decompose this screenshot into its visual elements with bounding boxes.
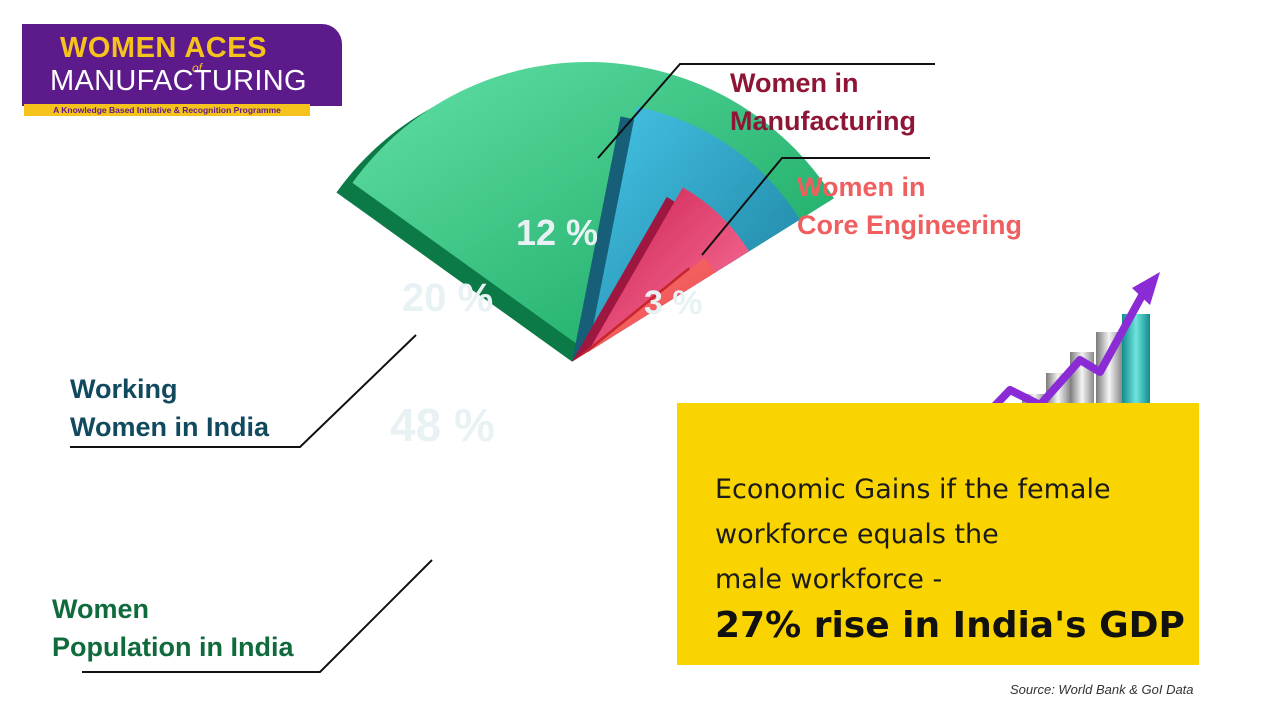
label-women-in-manufacturing: Women in Manufacturing (730, 64, 916, 140)
label-line: Women (52, 594, 150, 624)
label-line: Women in (730, 68, 859, 98)
leader-line-women-population (82, 559, 433, 673)
leader-line-core-engineering (701, 157, 930, 256)
value-label-women-core-engineering: 3 % (644, 284, 703, 322)
source-note: Source: World Bank & GoI Data (1010, 682, 1194, 697)
economic-gains-text: Economic Gains if the female workforce e… (715, 467, 1185, 602)
growth-arrow-head (1132, 272, 1160, 305)
label-women-population-in-india: Women Population in India (52, 590, 293, 666)
logo-title: WOMEN ACES (60, 32, 267, 64)
value-label-women-manufacturing: 12 % (516, 212, 599, 253)
logo-of: of (192, 61, 203, 75)
slice-women-manufacturing (588, 187, 750, 352)
logo-subtitle: MANUFACTURING (50, 65, 307, 97)
label-working-women-in-india: Working Women in India (70, 370, 269, 446)
leader-line-working-women (70, 334, 417, 448)
label-line: Manufacturing (730, 106, 916, 136)
leader-line-manufacturing (597, 63, 935, 159)
label-women-in-core-engineering: Women in Core Engineering (797, 168, 1022, 244)
gdp-rise-highlight: 27% rise in India's GDP (715, 605, 1185, 646)
gains-text-line: male workforce - (715, 564, 943, 595)
gains-text-line: workforce equals the (715, 519, 999, 550)
value-label-women-population: 48 % (390, 399, 495, 451)
growth-arrow-line (959, 288, 1149, 443)
slice-women-core-engineering (588, 257, 716, 352)
label-line: Women in India (70, 412, 270, 442)
value-label-working-women: 20 % (402, 276, 494, 320)
label-line: Women in (797, 172, 926, 202)
gains-text-line: Economic Gains if the female (715, 474, 1111, 505)
label-line: Core Engineering (797, 210, 1023, 240)
logo-tagline: A Knowledge Based Initiative & Recogniti… (24, 104, 310, 116)
label-line: Working (70, 374, 178, 404)
logo: WOMEN ACES of MANUFACTURING (22, 24, 342, 106)
slice-women-population (352, 61, 834, 352)
label-line: Population in India (52, 632, 294, 662)
economic-gains-box: Economic Gains if the female workforce e… (677, 403, 1199, 665)
